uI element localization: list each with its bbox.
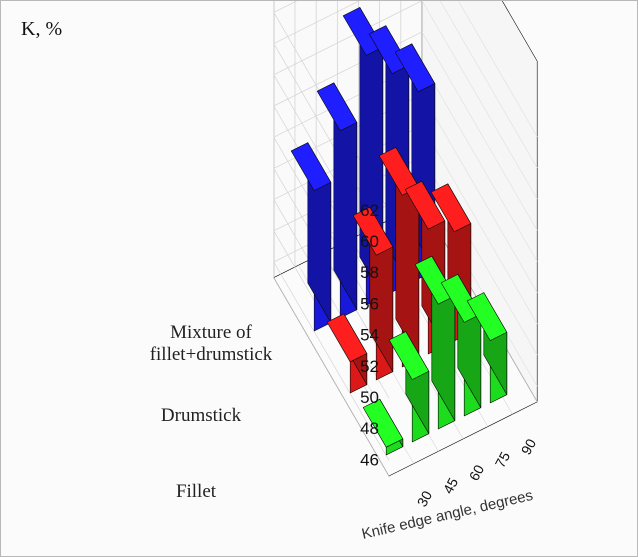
z-tick-label: 58	[360, 263, 379, 282]
z-tick-label: 52	[360, 357, 379, 376]
z-tick-label: 56	[360, 294, 379, 313]
z-tick-label: 60	[360, 232, 379, 251]
z-tick-label: 50	[360, 388, 379, 407]
z-tick-label: 54	[360, 326, 379, 345]
category-label: Drumstick	[161, 405, 242, 426]
x-tick-label: 60	[466, 462, 488, 483]
x-tick-label: 90	[518, 436, 540, 457]
x-tick-label: 75	[492, 449, 514, 470]
z-tick-label: 48	[360, 419, 379, 438]
category-label: Fillet	[176, 481, 217, 502]
z-tick-label: 46	[360, 450, 379, 469]
z-axis-label: K, %	[21, 18, 62, 40]
z-tick-label: 62	[360, 201, 379, 220]
category-label: Mixture of	[170, 322, 252, 343]
category-label: fillet+drumstick	[150, 344, 273, 365]
x-tick-label: 45	[440, 475, 462, 496]
x-tick-label: 30	[414, 488, 436, 509]
x-axis-label: Knife edge angle, degrees	[360, 487, 534, 543]
